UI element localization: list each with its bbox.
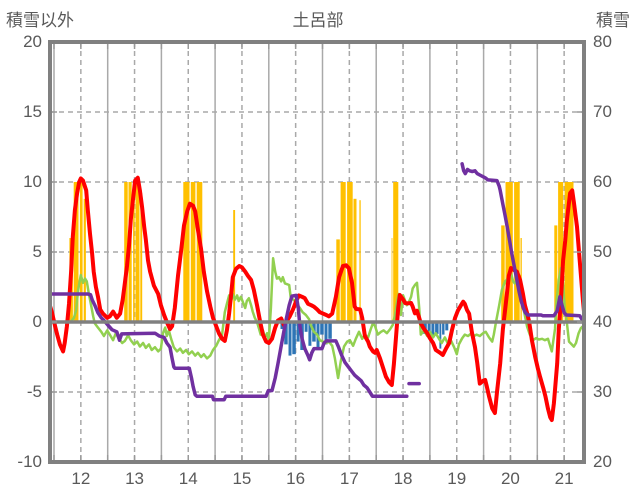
rain-bars bbox=[296, 322, 300, 342]
right-axis-tick-label: 60 bbox=[593, 172, 612, 191]
rain-bars bbox=[308, 322, 312, 346]
snow-bars bbox=[79, 182, 83, 322]
rain-bars bbox=[431, 322, 435, 336]
rain-bars bbox=[292, 322, 296, 355]
left-axis-tick-label: -10 bbox=[17, 452, 42, 471]
snow-bars bbox=[133, 201, 135, 322]
purple-line bbox=[50, 292, 409, 402]
rain-bars bbox=[442, 322, 445, 335]
snow-bars bbox=[190, 182, 196, 322]
rain-bars bbox=[435, 322, 439, 334]
rain-bars bbox=[328, 322, 332, 339]
snow-bars bbox=[73, 182, 79, 322]
snow-bars bbox=[505, 182, 513, 322]
snow-bars bbox=[183, 182, 190, 322]
green-line bbox=[70, 257, 584, 380]
x-axis-tick-label: 21 bbox=[554, 469, 574, 488]
snow-bars bbox=[124, 182, 128, 322]
snow-bars bbox=[501, 225, 505, 322]
left-axis-tick-label: 20 bbox=[23, 32, 42, 51]
snow-bars bbox=[140, 193, 143, 322]
x-axis-tick-label: 17 bbox=[339, 469, 359, 488]
rain-bars bbox=[320, 322, 324, 335]
left-axis-tick-label: 10 bbox=[23, 172, 42, 191]
left-axis-tick-label: -5 bbox=[26, 382, 42, 401]
x-axis-tick-label: 15 bbox=[232, 469, 252, 488]
rain-bars bbox=[427, 322, 431, 335]
right-axis-tick-label: 70 bbox=[593, 102, 612, 121]
right-axis-tick-label: 30 bbox=[593, 382, 612, 401]
rain-bars bbox=[284, 322, 288, 345]
rain-bars bbox=[304, 322, 308, 332]
snow-bars bbox=[558, 182, 564, 322]
rain-bars bbox=[288, 322, 292, 356]
x-axis-tick-label: 14 bbox=[178, 469, 198, 488]
snow-bars bbox=[554, 225, 558, 322]
snow-bars bbox=[347, 182, 353, 322]
snow-bars bbox=[135, 182, 140, 322]
right-axis-tick-label: 40 bbox=[593, 312, 612, 331]
plot-frame bbox=[48, 40, 586, 464]
left-axis-tick-label: 15 bbox=[23, 102, 42, 121]
x-axis-tick-label: 20 bbox=[500, 469, 520, 488]
rain-bars bbox=[439, 322, 442, 349]
x-axis-tick-label: 12 bbox=[71, 469, 91, 488]
x-axis-tick-label: 19 bbox=[447, 469, 467, 488]
x-axis-tick-label: 16 bbox=[286, 469, 306, 488]
snow-bars bbox=[83, 198, 86, 322]
x-axis-tick-label: 13 bbox=[125, 469, 144, 488]
x-axis-tick-label: 18 bbox=[393, 469, 413, 488]
right-axis-tick-label: 80 bbox=[593, 32, 612, 51]
snow-bars bbox=[353, 198, 357, 322]
snow-bars bbox=[391, 238, 393, 322]
red-line bbox=[50, 175, 584, 422]
rain-bars bbox=[445, 322, 449, 331]
rain-bars bbox=[324, 322, 328, 345]
purple-line bbox=[460, 162, 584, 323]
snow-bars bbox=[514, 182, 520, 322]
snow-bars bbox=[564, 182, 574, 322]
right-axis-title: 積雪 bbox=[596, 11, 630, 30]
snow-bars bbox=[393, 182, 399, 322]
left-axis-tick-label: 0 bbox=[32, 312, 42, 331]
snow-bars bbox=[233, 210, 236, 322]
snow-bars bbox=[340, 182, 346, 322]
left-axis-tick-label: 5 bbox=[32, 242, 42, 261]
right-axis-tick-label: 20 bbox=[593, 452, 612, 471]
snow-bars bbox=[359, 200, 361, 322]
right-axis-tick-label: 50 bbox=[593, 242, 612, 261]
left-axis-title: 積雪以外 bbox=[6, 11, 74, 30]
chart-title: 土呂部 bbox=[292, 11, 344, 30]
